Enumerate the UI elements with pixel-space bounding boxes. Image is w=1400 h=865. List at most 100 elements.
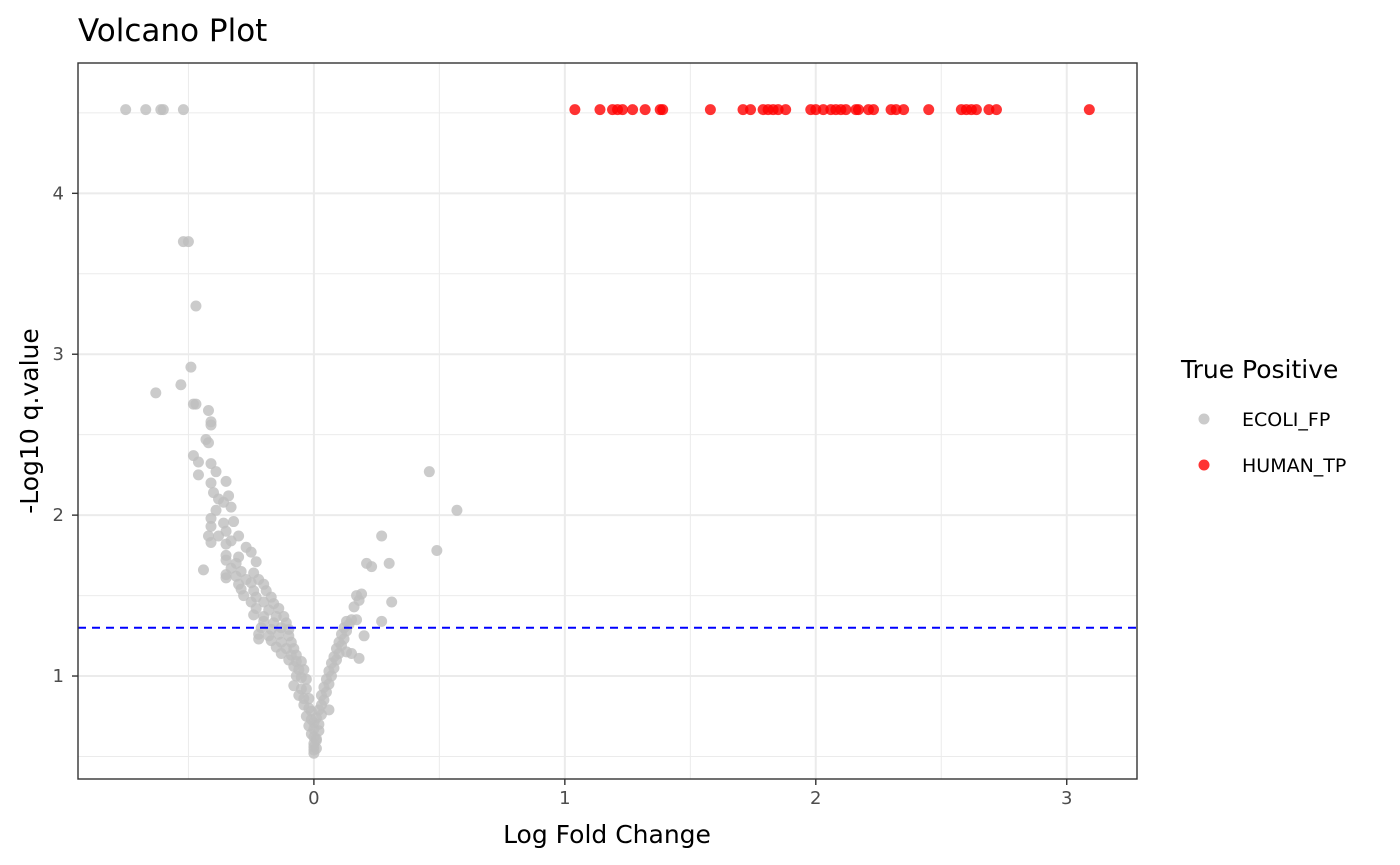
data-point-ecoli-fp <box>431 545 443 557</box>
data-point-ecoli-fp <box>192 456 204 468</box>
data-point-ecoli-fp <box>351 614 363 626</box>
data-point-ecoli-fp <box>228 516 240 528</box>
x-axis-ticks: 0 1 2 3 <box>308 779 1072 809</box>
x-tick-label: 1 <box>559 788 570 809</box>
data-point-ecoli-fp <box>361 557 373 569</box>
x-tick-label: 3 <box>1061 788 1072 809</box>
data-points <box>120 104 1095 759</box>
y-axis-ticks: 1 2 3 4 <box>53 183 78 687</box>
legend-key-ecoli-fp <box>1198 413 1210 425</box>
data-point-human-tp <box>898 104 910 116</box>
data-point-ecoli-fp <box>323 704 335 716</box>
data-point-ecoli-fp <box>376 615 388 627</box>
data-point-ecoli-fp <box>225 501 237 513</box>
data-point-ecoli-fp <box>386 596 398 608</box>
data-point-ecoli-fp <box>220 572 232 584</box>
data-point-human-tp <box>970 104 982 116</box>
data-point-ecoli-fp <box>182 236 194 248</box>
x-tick-label: 2 <box>810 788 821 809</box>
data-point-ecoli-fp <box>120 104 132 116</box>
data-point-ecoli-fp <box>185 361 197 373</box>
data-point-ecoli-fp <box>225 535 237 547</box>
data-point-ecoli-fp <box>376 530 388 542</box>
data-point-ecoli-fp <box>353 652 365 664</box>
data-point-human-tp <box>1083 104 1095 116</box>
data-point-human-tp <box>890 104 902 116</box>
legend-title: True Positive <box>1180 355 1338 384</box>
legend-key-human-tp <box>1198 459 1210 471</box>
data-point-ecoli-fp <box>205 419 217 431</box>
data-point-human-tp <box>704 104 716 116</box>
data-point-human-tp <box>852 104 864 116</box>
data-point-human-tp <box>737 104 749 116</box>
legend-label-ecoli-fp: ECOLI_FP <box>1242 409 1330 431</box>
plot-background <box>78 63 1137 779</box>
data-point-ecoli-fp <box>258 596 270 608</box>
data-point-ecoli-fp <box>300 683 312 695</box>
data-point-ecoli-fp <box>190 300 202 312</box>
data-point-ecoli-fp <box>140 104 152 116</box>
data-point-human-tp <box>772 104 784 116</box>
y-axis-title: -Log10 q.value <box>15 328 44 514</box>
data-point-ecoli-fp <box>245 546 257 558</box>
data-point-ecoli-fp <box>451 504 463 516</box>
data-point-ecoli-fp <box>205 536 217 548</box>
data-point-human-tp <box>617 104 629 116</box>
data-point-ecoli-fp <box>423 466 435 478</box>
data-point-ecoli-fp <box>220 475 232 487</box>
data-point-ecoli-fp <box>190 398 202 410</box>
data-point-human-tp <box>594 104 606 116</box>
data-point-human-tp <box>657 104 669 116</box>
y-tick-label: 1 <box>53 666 64 687</box>
data-point-human-tp <box>990 104 1002 116</box>
data-point-ecoli-fp <box>177 104 189 116</box>
data-point-human-tp <box>627 104 639 116</box>
data-point-ecoli-fp <box>205 520 217 532</box>
data-point-ecoli-fp <box>213 530 225 542</box>
data-point-ecoli-fp <box>210 466 222 478</box>
data-point-ecoli-fp <box>150 387 162 399</box>
data-point-ecoli-fp <box>238 590 250 602</box>
data-point-human-tp <box>868 104 880 116</box>
data-point-ecoli-fp <box>300 673 312 685</box>
y-tick-label: 2 <box>53 505 64 526</box>
data-point-ecoli-fp <box>310 742 322 754</box>
data-point-ecoli-fp <box>202 437 214 449</box>
data-point-ecoli-fp <box>275 647 287 659</box>
data-point-ecoli-fp <box>356 588 368 600</box>
x-tick-label: 0 <box>308 788 319 809</box>
legend: True Positive ECOLI_FP HUMAN_TP <box>1180 355 1346 477</box>
legend-label-human-tp: HUMAN_TP <box>1242 455 1346 477</box>
data-point-ecoli-fp <box>220 554 232 566</box>
data-point-ecoli-fp <box>157 104 169 116</box>
data-point-human-tp <box>745 104 757 116</box>
data-point-human-tp <box>569 104 581 116</box>
data-point-ecoli-fp <box>175 379 187 391</box>
data-point-ecoli-fp <box>192 469 204 481</box>
data-point-human-tp <box>639 104 651 116</box>
data-point-ecoli-fp <box>248 609 260 621</box>
data-point-human-tp <box>923 104 935 116</box>
data-point-ecoli-fp <box>250 556 262 568</box>
y-tick-label: 4 <box>53 183 64 204</box>
data-point-ecoli-fp <box>358 630 370 642</box>
data-point-ecoli-fp <box>253 633 265 645</box>
x-axis-title: Log Fold Change <box>503 820 711 849</box>
plot-border <box>77 62 1138 780</box>
data-point-ecoli-fp <box>205 458 217 470</box>
data-point-human-tp <box>810 104 822 116</box>
data-point-ecoli-fp <box>202 405 214 417</box>
data-point-ecoli-fp <box>223 490 235 502</box>
data-point-ecoli-fp <box>383 557 395 569</box>
data-point-ecoli-fp <box>205 477 217 489</box>
data-point-human-tp <box>840 104 852 116</box>
plot-panel <box>77 62 1138 780</box>
chart-title: Volcano Plot <box>78 13 267 49</box>
data-point-ecoli-fp <box>205 512 217 524</box>
data-point-human-tp <box>817 104 829 116</box>
data-point-ecoli-fp <box>210 504 222 516</box>
y-tick-label: 3 <box>53 344 64 365</box>
data-point-ecoli-fp <box>197 564 209 576</box>
data-point-human-tp <box>780 104 792 116</box>
